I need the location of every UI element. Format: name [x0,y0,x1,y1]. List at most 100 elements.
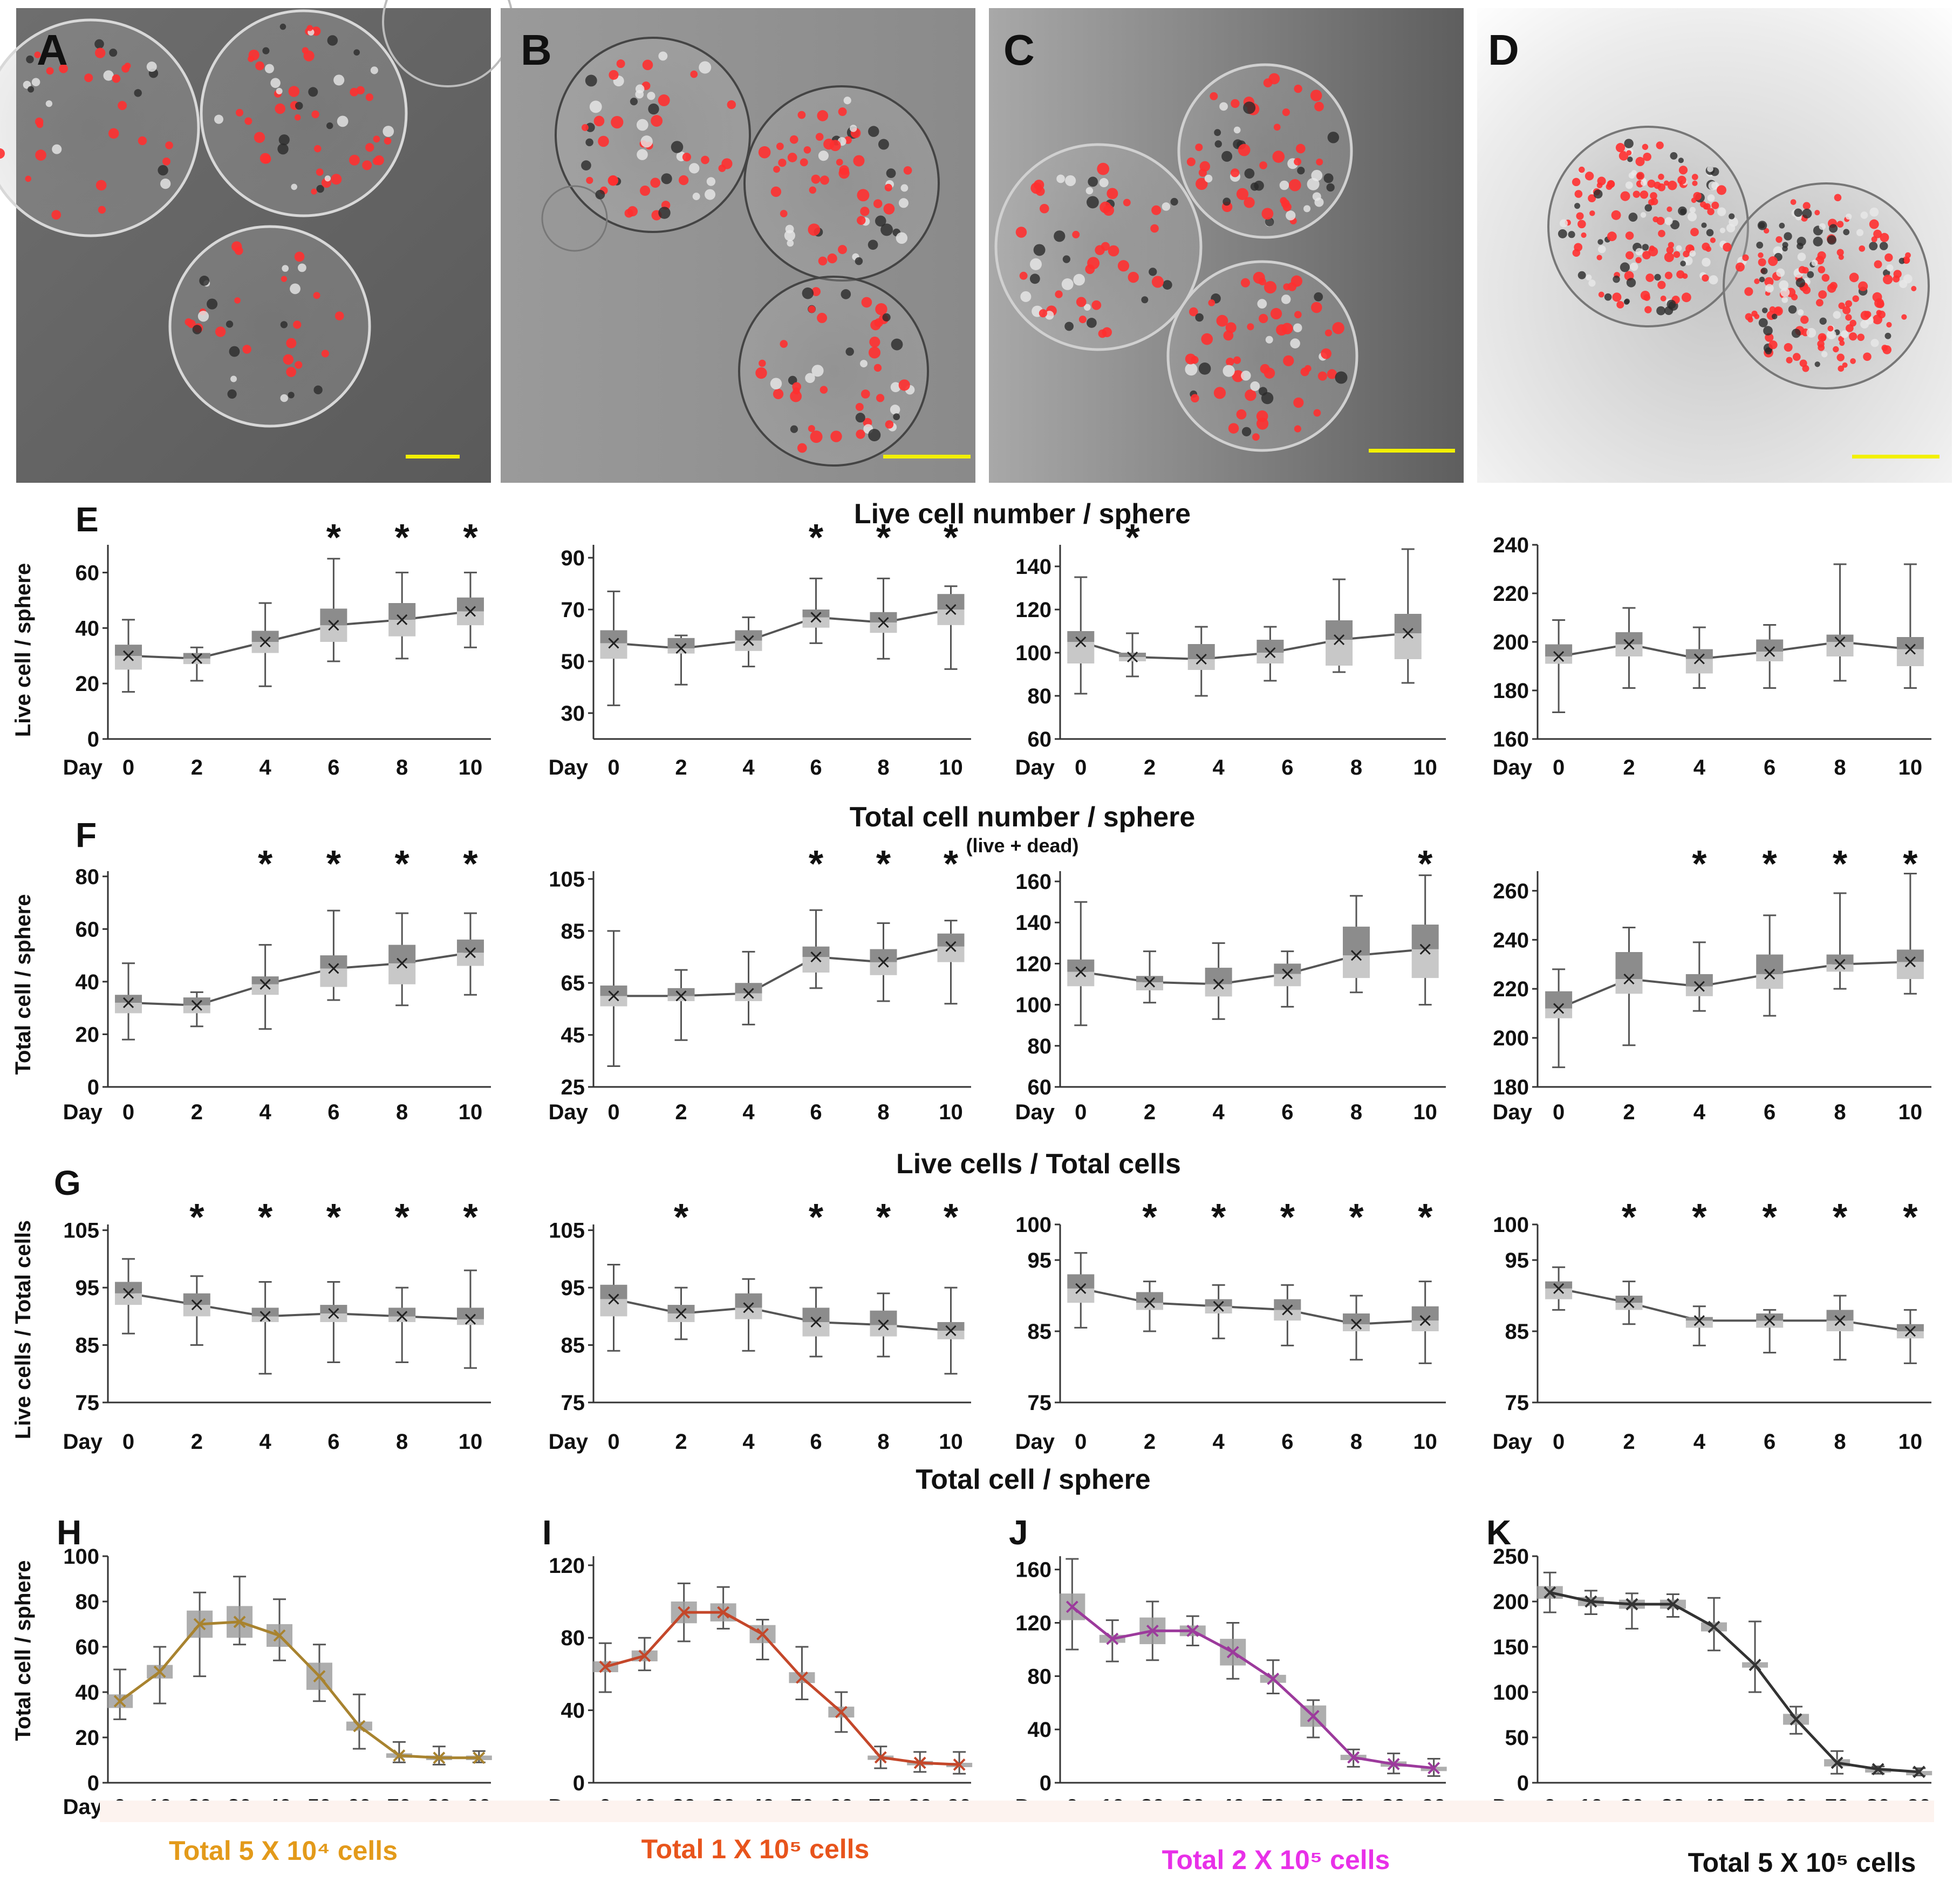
cell-dot [275,103,285,114]
cell-dot [1078,316,1087,324]
y-tick-label: 240 [1493,928,1529,952]
mean-marker [259,978,271,990]
significance-star: * [326,843,342,885]
cell-dot [1261,208,1274,220]
box-plot: * [251,1196,279,1375]
cell-dot [903,166,912,175]
cell-dot [642,59,653,71]
cell-dot [214,114,223,124]
cell-dot [651,115,663,127]
x-tick-label: 10 [459,1100,483,1124]
cell-dot [1642,143,1649,150]
significance-star: * [463,516,478,558]
box-upper [1545,1281,1573,1289]
cell-dot [1821,351,1828,358]
cell-dot [1707,166,1713,172]
cell-dot [1598,291,1604,298]
cell-dot [1719,228,1726,234]
cell-dot [838,168,850,179]
cell-dot [893,413,900,420]
point-marker [353,1720,366,1733]
cell-dot [1616,300,1624,309]
cell-dot [1800,315,1809,324]
x-tick-label: 4 [259,756,271,779]
cell-dot [1030,182,1042,194]
cell-dot [293,320,302,329]
box-upper [1545,991,1573,1009]
cell-dot [838,245,847,255]
box-plot: * [870,843,897,1002]
cell-dot [1257,299,1267,309]
significance-star: * [1142,1196,1157,1238]
cell-dot [585,74,597,87]
x-tick-label: 8 [1834,756,1846,779]
median-line [1558,961,1910,1010]
cell-dot [1574,243,1583,252]
x-tick-label: 6 [1764,756,1775,779]
cell-dot [1613,275,1620,283]
cell-dot [1893,270,1902,278]
cell-dot [1214,140,1222,148]
cell-dot [324,175,331,182]
box-plot [1615,927,1643,1046]
cell-dot [819,386,828,394]
cell-dot [1128,271,1139,283]
cell-dot [640,135,653,148]
cell-dot [1281,323,1293,334]
cell-dot [1216,314,1228,327]
cell-dot [1625,231,1634,240]
y-tick-label: 140 [1015,911,1051,935]
cell-dot [1087,318,1097,328]
cell-dot [890,382,901,393]
cell-dot [1087,257,1100,270]
median-line [128,1292,471,1320]
cell-dot [1836,353,1845,361]
x-tick-label: 4 [259,1100,271,1124]
y-tick-label: 80 [1028,1665,1052,1688]
mean-marker [1282,968,1293,980]
cell-dot [849,125,857,132]
y-tick-label: 40 [76,970,100,994]
point-marker [913,1756,926,1769]
cell-dot [1065,175,1076,186]
cell-dot [1282,108,1290,117]
cell-dot [841,289,851,299]
cell-dot [585,138,593,147]
cell-dot [1657,183,1666,191]
cell-dot [215,326,226,337]
x-tick-label: 0 [607,1100,619,1124]
cell-dot [1797,242,1804,250]
cell-dot [1317,371,1327,381]
cell-dot [1636,172,1644,180]
row-letter-g: G [54,1164,81,1202]
scale-bar-b [883,455,971,458]
box-upper [388,603,416,620]
mean-marker [1334,634,1345,646]
box-plot: * [1411,843,1439,1006]
cell-dot [283,354,294,365]
box-lower [1394,633,1422,659]
cell-dot [308,87,318,97]
box-lower [388,963,416,984]
point-marker [1872,1763,1884,1776]
point-marker [1106,1632,1119,1645]
x-tick-label: 10 [459,1430,483,1454]
cell-dot [705,189,716,200]
x-tick-label: 6 [1281,1430,1293,1454]
box-lower [456,611,484,626]
cell-dot [1259,278,1266,286]
cell-dot [1826,330,1836,340]
cell-dot [1644,306,1652,313]
cell-dot [235,108,244,117]
cell-dot [880,223,893,236]
cell-dot [857,189,870,202]
mean-marker [122,997,134,1008]
micrograph-a: A [0,0,514,483]
cell-dot [773,166,780,173]
mean-marker [1402,627,1413,639]
cell-dot [797,111,806,119]
cell-dot [773,388,784,400]
cell-dot [94,39,104,49]
cell-dot [770,186,782,197]
cell-dot [1244,197,1255,208]
